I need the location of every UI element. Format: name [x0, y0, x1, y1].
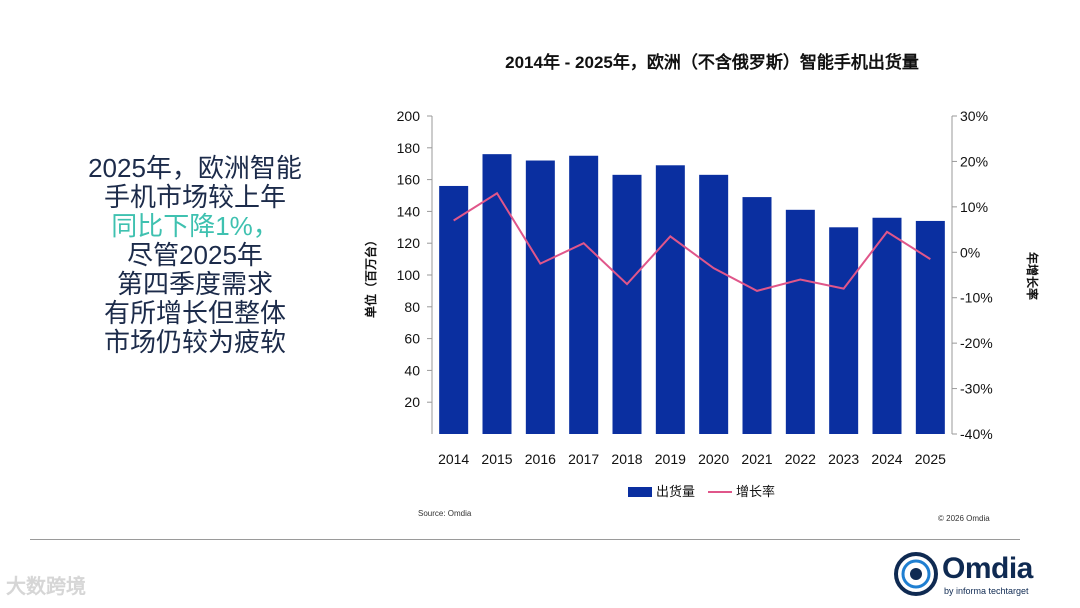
left-tick-label: 120: [397, 235, 421, 251]
omdia-logo-icon: [894, 552, 938, 596]
footer-divider: [30, 539, 1020, 540]
headline-line: 2025年，欧洲智能: [88, 153, 302, 183]
headline: 2025年，欧洲智能 手机市场较上年 同比下降1%， 尽管2025年 第四季度需…: [60, 154, 330, 357]
copyright: © 2026 Omdia: [938, 514, 990, 523]
legend-line-label: 增长率: [736, 484, 775, 499]
growth-rate-line: [453, 191, 931, 292]
right-tick-label: -40%: [960, 426, 993, 442]
omdia-logo: Omdia by informa techtarget: [890, 550, 1050, 600]
watermark: 大数跨境: [6, 576, 86, 598]
x-tick-label: 2014: [438, 451, 469, 467]
right-tick-label: 10%: [960, 199, 988, 215]
bar: [569, 155, 599, 434]
headline-line: 有所增长但整体: [103, 298, 286, 328]
bar: [612, 174, 642, 434]
bar: [829, 227, 859, 434]
left-tick-label: 20: [404, 394, 420, 410]
bar: [742, 197, 772, 434]
right-tick-label: -30%: [960, 381, 993, 397]
headline-line: 手机市场较上年: [103, 182, 286, 212]
bar: [525, 160, 555, 434]
legend: 出货量 增长率: [628, 484, 775, 499]
right-tick-label: -10%: [960, 290, 993, 306]
line-series: [453, 191, 931, 292]
headline-line: 第四季度需求: [116, 269, 273, 299]
bar: [655, 165, 685, 435]
bar: [785, 209, 815, 434]
x-tick-label: 2024: [871, 451, 902, 467]
bar: [439, 185, 469, 434]
left-tick-label: 80: [404, 299, 420, 315]
left-tick-label: 180: [397, 140, 421, 156]
bar: [915, 220, 945, 434]
left-axis-ticks: 20 40 60 80 100 120 140 160 180 200: [397, 108, 421, 410]
x-tick-label: 2020: [698, 451, 729, 467]
bar: [872, 217, 902, 434]
shipment-chart: 2014年 - 2025年，欧洲（不含俄罗斯）智能手机出货量 20 40 60 80 1…: [363, 52, 1040, 499]
source-note: Source: Omdia: [418, 509, 472, 518]
bar-series: [439, 154, 945, 435]
x-tick-label: 2025: [915, 451, 946, 467]
right-tick-label: 30%: [960, 108, 988, 124]
left-tick-label: 60: [404, 331, 420, 347]
x-tick-label: 2021: [741, 451, 772, 467]
x-axis-ticks: 2014 2015 2016 2017 2018 2019 2020 2021 2022 2023…: [438, 451, 946, 467]
legend-bar-label: 出货量: [656, 484, 695, 499]
y-axis-label: 单位（百万台）: [363, 234, 378, 318]
x-tick-label: 2018: [611, 451, 642, 467]
logo-wordmark: Omdia: [942, 552, 1033, 585]
left-tick-label: 160: [397, 172, 421, 188]
x-tick-label: 2023: [828, 451, 859, 467]
x-tick-label: 2019: [655, 451, 686, 467]
x-tick-label: 2017: [568, 451, 599, 467]
chart-title: 2014年 - 2025年，欧洲（不含俄罗斯）智能手机出货量: [505, 52, 919, 72]
left-tick-label: 40: [404, 362, 420, 378]
bar: [482, 154, 512, 434]
headline-line: 市场仍较为疲软: [103, 327, 286, 357]
x-tick-label: 2015: [481, 451, 512, 467]
left-tick-label: 140: [397, 203, 421, 219]
right-axis-ticks: 30% 20% 10% 0% -10% -20% -30% -40%: [960, 108, 993, 442]
right-tick-label: 0%: [960, 244, 980, 260]
y2-axis-label: 年增长率: [1025, 252, 1040, 300]
right-tick-label: 20%: [960, 153, 988, 169]
headline-highlight: 同比下降1%，: [111, 211, 279, 241]
headline-line: 尽管2025年: [127, 240, 263, 270]
x-tick-label: 2016: [525, 451, 556, 467]
bar: [699, 174, 729, 434]
left-tick-label: 200: [397, 108, 421, 124]
chart-grid: [427, 115, 957, 435]
right-tick-label: -20%: [960, 335, 993, 351]
left-tick-label: 100: [397, 267, 421, 283]
x-tick-label: 2022: [785, 451, 816, 467]
legend-bar-swatch: [628, 487, 652, 497]
logo-tagline: by informa techtarget: [944, 586, 1029, 596]
